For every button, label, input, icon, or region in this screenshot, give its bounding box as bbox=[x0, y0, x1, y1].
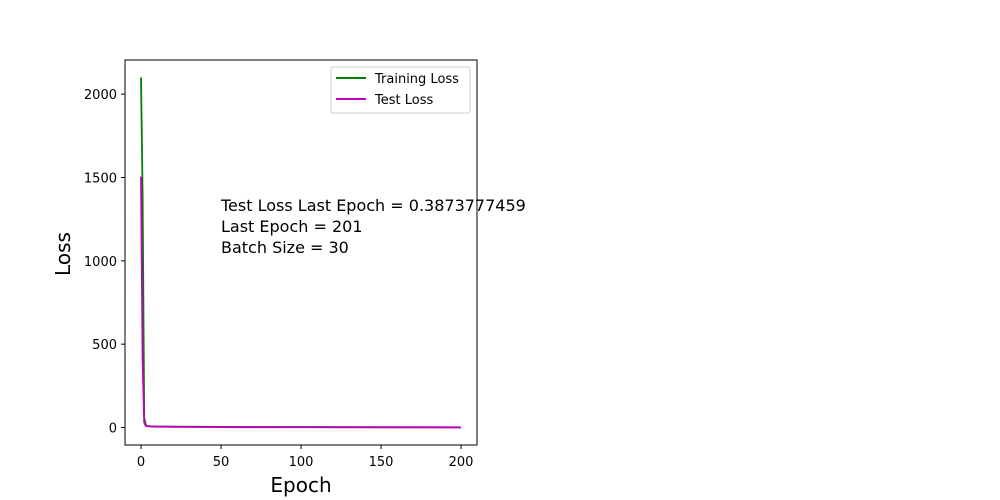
legend-label-test: Test Loss bbox=[374, 93, 433, 108]
series-line-test-loss bbox=[140, 176, 462, 429]
y-tick-label: 1000 bbox=[84, 255, 117, 270]
x-axis-title: Epoch bbox=[270, 473, 331, 497]
y-tick-label: 2000 bbox=[84, 88, 117, 103]
y-tick-label: 500 bbox=[92, 338, 117, 353]
y-tick-label: 0 bbox=[109, 422, 117, 437]
x-tick-label: 100 bbox=[289, 455, 314, 470]
y-axis-title: Loss bbox=[51, 232, 75, 276]
legend: Training Loss Test Loss bbox=[330, 66, 471, 114]
annotation-last-epoch: Last Epoch = 201 bbox=[221, 217, 363, 236]
legend-label-training: Training Loss bbox=[374, 72, 459, 87]
annotation-batch-size: Batch Size = 30 bbox=[221, 238, 349, 257]
annotation-test-loss: Test Loss Last Epoch = 0.3873777459 bbox=[220, 196, 526, 215]
y-tick-label: 1500 bbox=[84, 172, 117, 187]
plot-area bbox=[124, 59, 478, 446]
annotation-block: Test Loss Last Epoch = 0.3873777459 Last… bbox=[220, 196, 526, 257]
x-tick-label: 0 bbox=[137, 455, 145, 470]
x-tick-label: 200 bbox=[449, 455, 474, 470]
x-tick-label: 50 bbox=[213, 455, 230, 470]
x-tick-label: 150 bbox=[369, 455, 394, 470]
series-layer bbox=[140, 77, 462, 429]
